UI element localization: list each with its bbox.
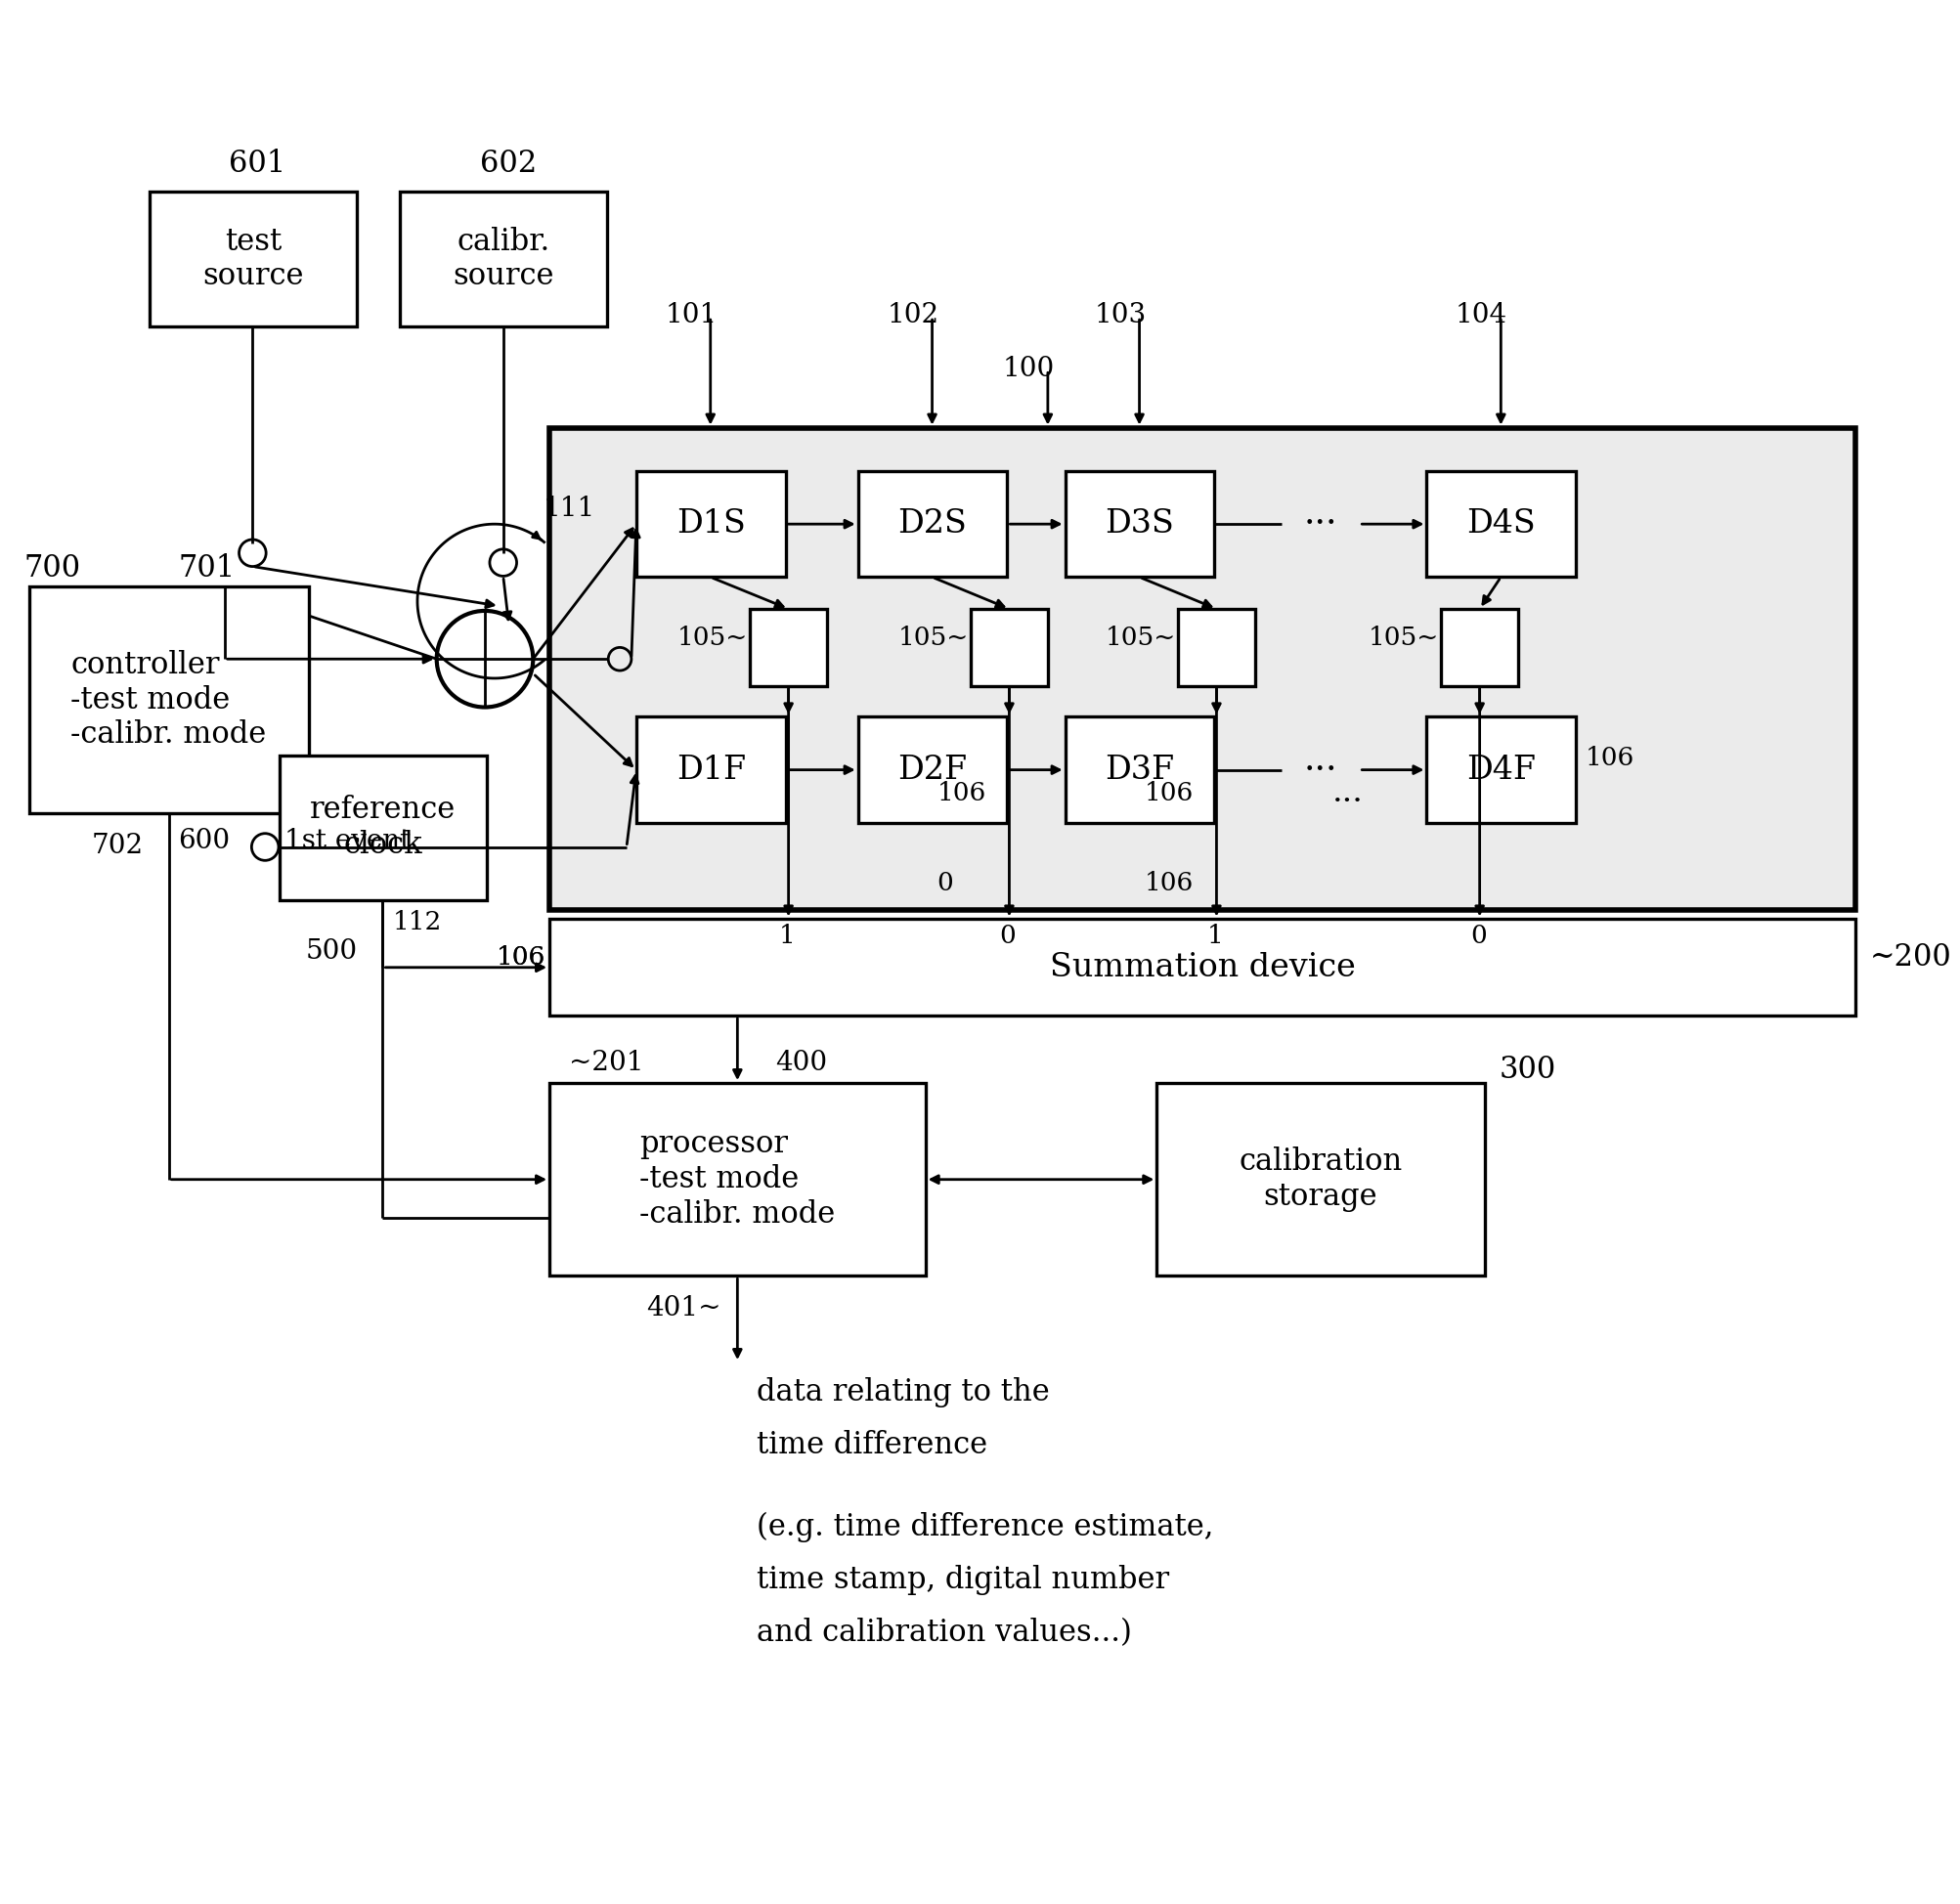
Text: ···: ··· xyxy=(1333,786,1362,819)
Text: ···: ··· xyxy=(1303,754,1337,786)
Text: 106: 106 xyxy=(496,946,545,969)
Bar xyxy=(970,609,1047,685)
Text: 1: 1 xyxy=(1205,923,1223,948)
Text: D1F: D1F xyxy=(676,754,745,786)
Text: 400: 400 xyxy=(774,1049,827,1076)
Text: 104: 104 xyxy=(1454,303,1507,329)
Bar xyxy=(857,716,1007,823)
Text: Summation device: Summation device xyxy=(1049,952,1354,982)
Text: 0: 0 xyxy=(1000,923,1015,948)
Bar xyxy=(1427,470,1576,577)
Text: time difference: time difference xyxy=(757,1430,988,1460)
Bar xyxy=(635,470,786,577)
Text: calibr.
source: calibr. source xyxy=(453,227,555,291)
Bar xyxy=(29,586,308,813)
Text: 101: 101 xyxy=(664,303,717,329)
Text: time stamp, digital number: time stamp, digital number xyxy=(757,1565,1168,1596)
Bar xyxy=(1427,716,1576,823)
Text: 105~: 105~ xyxy=(678,626,749,649)
Text: 0: 0 xyxy=(937,870,953,895)
Bar xyxy=(1064,716,1213,823)
Text: D4S: D4S xyxy=(1466,508,1535,539)
Text: D1S: D1S xyxy=(676,508,745,539)
Text: 300: 300 xyxy=(1497,1055,1554,1085)
Text: ~201: ~201 xyxy=(568,1049,643,1076)
Text: D3F: D3F xyxy=(1105,754,1174,786)
Text: 105~: 105~ xyxy=(1105,626,1176,649)
Text: 105~: 105~ xyxy=(898,626,968,649)
Bar xyxy=(1156,1083,1484,1276)
Text: D3S: D3S xyxy=(1105,508,1174,539)
Text: test
source: test source xyxy=(202,227,304,291)
Text: reference
clock: reference clock xyxy=(310,796,457,861)
Bar xyxy=(1178,609,1254,685)
Bar xyxy=(1441,609,1517,685)
Text: controller
-test mode
-calibr. mode: controller -test mode -calibr. mode xyxy=(71,649,267,750)
Text: 601: 601 xyxy=(229,149,286,179)
Text: (e.g. time difference estimate,: (e.g. time difference estimate, xyxy=(757,1512,1213,1542)
Text: 105~: 105~ xyxy=(1368,626,1439,649)
Text: ···: ··· xyxy=(1303,508,1337,541)
Text: 701: 701 xyxy=(178,552,235,583)
Text: 111: 111 xyxy=(543,495,594,522)
Text: 106: 106 xyxy=(496,946,545,969)
Text: 1: 1 xyxy=(778,923,796,948)
Text: 600: 600 xyxy=(178,828,229,855)
Text: 106: 106 xyxy=(1586,746,1635,771)
Bar xyxy=(857,470,1007,577)
Text: 102: 102 xyxy=(886,303,939,329)
Text: data relating to the: data relating to the xyxy=(757,1377,1049,1407)
Bar xyxy=(549,1083,925,1276)
Text: processor
-test mode
-calibr. mode: processor -test mode -calibr. mode xyxy=(639,1129,835,1230)
Bar xyxy=(1064,470,1213,577)
Text: 103: 103 xyxy=(1094,303,1145,329)
Bar xyxy=(549,920,1854,1015)
Text: 702: 702 xyxy=(92,832,143,859)
Text: 112: 112 xyxy=(392,910,441,935)
Text: calibration
storage: calibration storage xyxy=(1239,1146,1401,1213)
Text: and calibration values...): and calibration values...) xyxy=(757,1618,1131,1649)
Text: 106: 106 xyxy=(1143,870,1194,895)
Bar xyxy=(149,192,357,326)
Text: 500: 500 xyxy=(306,939,357,965)
Text: ~200: ~200 xyxy=(1870,942,1950,973)
Bar xyxy=(400,192,608,326)
Text: 106: 106 xyxy=(1143,781,1194,805)
Text: 0: 0 xyxy=(1470,923,1486,948)
Text: 602: 602 xyxy=(480,149,537,179)
Text: 100: 100 xyxy=(1002,356,1054,383)
Bar xyxy=(749,609,827,685)
Text: 1st event: 1st event xyxy=(284,828,410,855)
Text: D2S: D2S xyxy=(898,508,966,539)
Bar xyxy=(635,716,786,823)
Text: 401~: 401~ xyxy=(645,1295,719,1321)
Text: 106: 106 xyxy=(937,781,986,805)
Text: 700: 700 xyxy=(24,552,80,583)
Text: D2F: D2F xyxy=(898,754,966,786)
Text: D4F: D4F xyxy=(1466,754,1535,786)
Bar xyxy=(280,756,486,901)
Bar xyxy=(549,428,1854,910)
